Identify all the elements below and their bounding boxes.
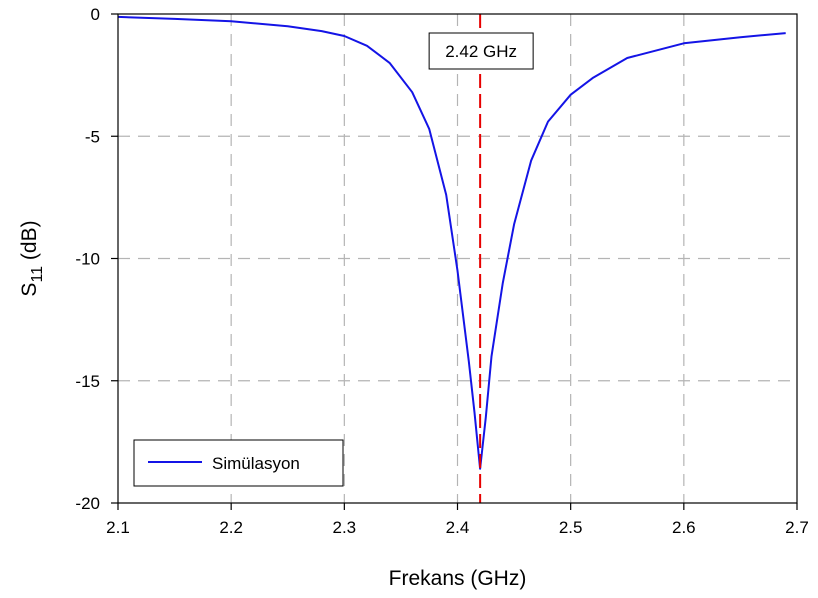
y-tick-label: 0 xyxy=(91,5,100,24)
annotation-label: 2.42 GHz xyxy=(445,42,517,61)
legend: Simülasyon xyxy=(133,439,344,487)
y-tick-label: -10 xyxy=(75,250,100,269)
legend-label: Simülasyon xyxy=(212,454,300,473)
x-tick-label: 2.1 xyxy=(106,518,130,537)
x-axis-title: Frekans (GHz) xyxy=(389,567,527,590)
frequency-annotation: 2.42 GHz xyxy=(428,32,534,70)
y-axis-title-unit: (dB) xyxy=(18,220,41,266)
y-axis-title-subscript: 11 xyxy=(29,266,46,283)
x-tick-label: 2.4 xyxy=(446,518,470,537)
y-axis-title-main: S xyxy=(18,283,41,297)
series-line-simulasyon xyxy=(117,15,786,470)
x-tick-label: 2.7 xyxy=(785,518,809,537)
series-layer xyxy=(117,15,786,470)
x-tick-label: 2.6 xyxy=(672,518,696,537)
x-tick-label: 2.5 xyxy=(559,518,583,537)
y-tick-label: -15 xyxy=(75,372,100,391)
grid-lines xyxy=(118,14,797,503)
x-tick-label: 2.3 xyxy=(333,518,357,537)
y-tick-label: -20 xyxy=(75,494,100,513)
y-tick-label: -5 xyxy=(85,127,100,146)
x-tick-label: 2.2 xyxy=(219,518,243,537)
annotation-box xyxy=(428,32,534,70)
y-axis-title: S11 (dB) xyxy=(18,220,46,296)
axis-ticks: 2.1 2.2 2.3 2.4 2.5 2.6 2.7 0 -5 -10 -15 -20 xyxy=(75,5,808,537)
